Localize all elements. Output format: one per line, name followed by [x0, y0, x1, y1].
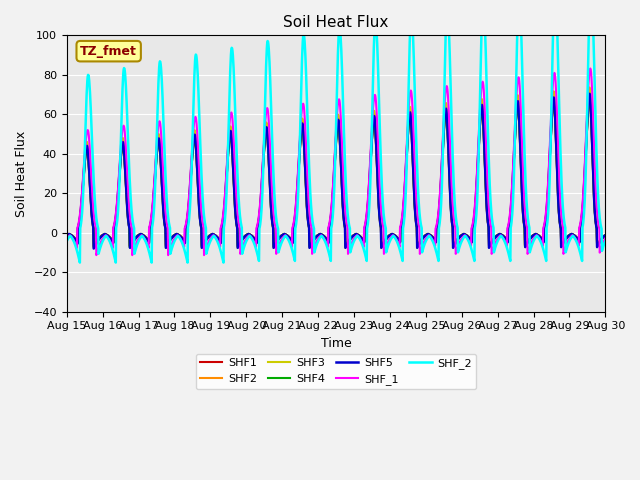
SHF5 — [90, 246, 97, 252]
SHF1 — [288, 237, 296, 242]
SHF_2 — [554, 48, 562, 54]
SHF_1 — [586, 66, 594, 72]
SHF2 — [554, 188, 562, 193]
SHF4 — [63, 232, 70, 238]
SHF5 — [586, 91, 593, 96]
SHF1 — [90, 243, 97, 249]
SHF3 — [275, 237, 282, 242]
X-axis label: Time: Time — [321, 337, 351, 350]
SHF1 — [586, 97, 593, 103]
Title: Soil Heat Flux: Soil Heat Flux — [284, 15, 388, 30]
SHF4 — [586, 97, 593, 103]
SHF2 — [63, 232, 70, 238]
SHF2 — [288, 238, 296, 243]
SHF2 — [602, 232, 609, 238]
SHF3 — [554, 186, 562, 192]
SHF2 — [182, 223, 190, 228]
Line: SHF4: SHF4 — [67, 100, 605, 247]
Text: TZ_fmet: TZ_fmet — [80, 45, 137, 58]
SHF1 — [275, 235, 282, 241]
SHF2 — [90, 244, 97, 250]
SHF3 — [508, 197, 515, 203]
SHF4 — [90, 244, 97, 250]
SHF2 — [419, 235, 427, 240]
SHF1 — [63, 232, 70, 238]
SHF1 — [182, 223, 190, 229]
SHF_1 — [288, 243, 296, 249]
SHF4 — [508, 200, 515, 206]
SHF3 — [90, 245, 98, 251]
SHF_1 — [182, 220, 190, 226]
SHF2 — [275, 236, 282, 241]
SHF3 — [586, 84, 593, 90]
SHF_1 — [275, 244, 282, 250]
Line: SHF5: SHF5 — [67, 94, 605, 249]
SHF1 — [419, 235, 427, 240]
SHF4 — [275, 236, 282, 241]
Line: SHF1: SHF1 — [67, 100, 605, 246]
SHF_1 — [602, 236, 609, 241]
SHF1 — [602, 232, 609, 238]
SHF5 — [602, 232, 609, 238]
Line: SHF_1: SHF_1 — [67, 69, 605, 255]
SHF_2 — [63, 238, 70, 244]
SHF5 — [275, 237, 282, 242]
SHF_2 — [275, 250, 282, 255]
SHF_1 — [508, 193, 515, 199]
SHF_2 — [419, 247, 427, 252]
Line: SHF3: SHF3 — [67, 87, 605, 248]
SHF3 — [602, 232, 609, 238]
SHF5 — [508, 199, 515, 204]
SHF5 — [182, 223, 190, 228]
Line: SHF2: SHF2 — [67, 94, 605, 247]
SHF5 — [554, 188, 562, 193]
SHF2 — [586, 91, 593, 96]
SHF_1 — [93, 252, 100, 258]
SHF4 — [554, 190, 562, 195]
SHF_1 — [554, 135, 562, 141]
SHF3 — [288, 238, 296, 244]
SHF_2 — [288, 245, 296, 251]
SHF2 — [508, 199, 515, 204]
SHF4 — [182, 223, 190, 229]
SHF3 — [182, 223, 190, 228]
SHF5 — [288, 238, 296, 244]
SHF1 — [508, 200, 515, 206]
SHF3 — [63, 232, 70, 238]
Y-axis label: Soil Heat Flux: Soil Heat Flux — [15, 131, 28, 216]
Line: SHF_2: SHF_2 — [67, 0, 605, 263]
SHF5 — [63, 232, 70, 238]
SHF_2 — [602, 238, 609, 244]
SHF4 — [419, 235, 427, 240]
SHF5 — [419, 235, 427, 241]
SHF_2 — [76, 260, 84, 265]
SHF4 — [602, 232, 609, 238]
SHF_1 — [419, 242, 427, 248]
SHF_2 — [508, 220, 515, 226]
SHF4 — [288, 238, 296, 243]
SHF3 — [419, 235, 427, 241]
SHF1 — [554, 190, 562, 195]
SHF_2 — [182, 253, 190, 259]
Legend: SHF1, SHF2, SHF3, SHF4, SHF5, SHF_1, SHF_2: SHF1, SHF2, SHF3, SHF4, SHF5, SHF_1, SHF… — [196, 354, 476, 389]
SHF_1 — [63, 236, 70, 241]
